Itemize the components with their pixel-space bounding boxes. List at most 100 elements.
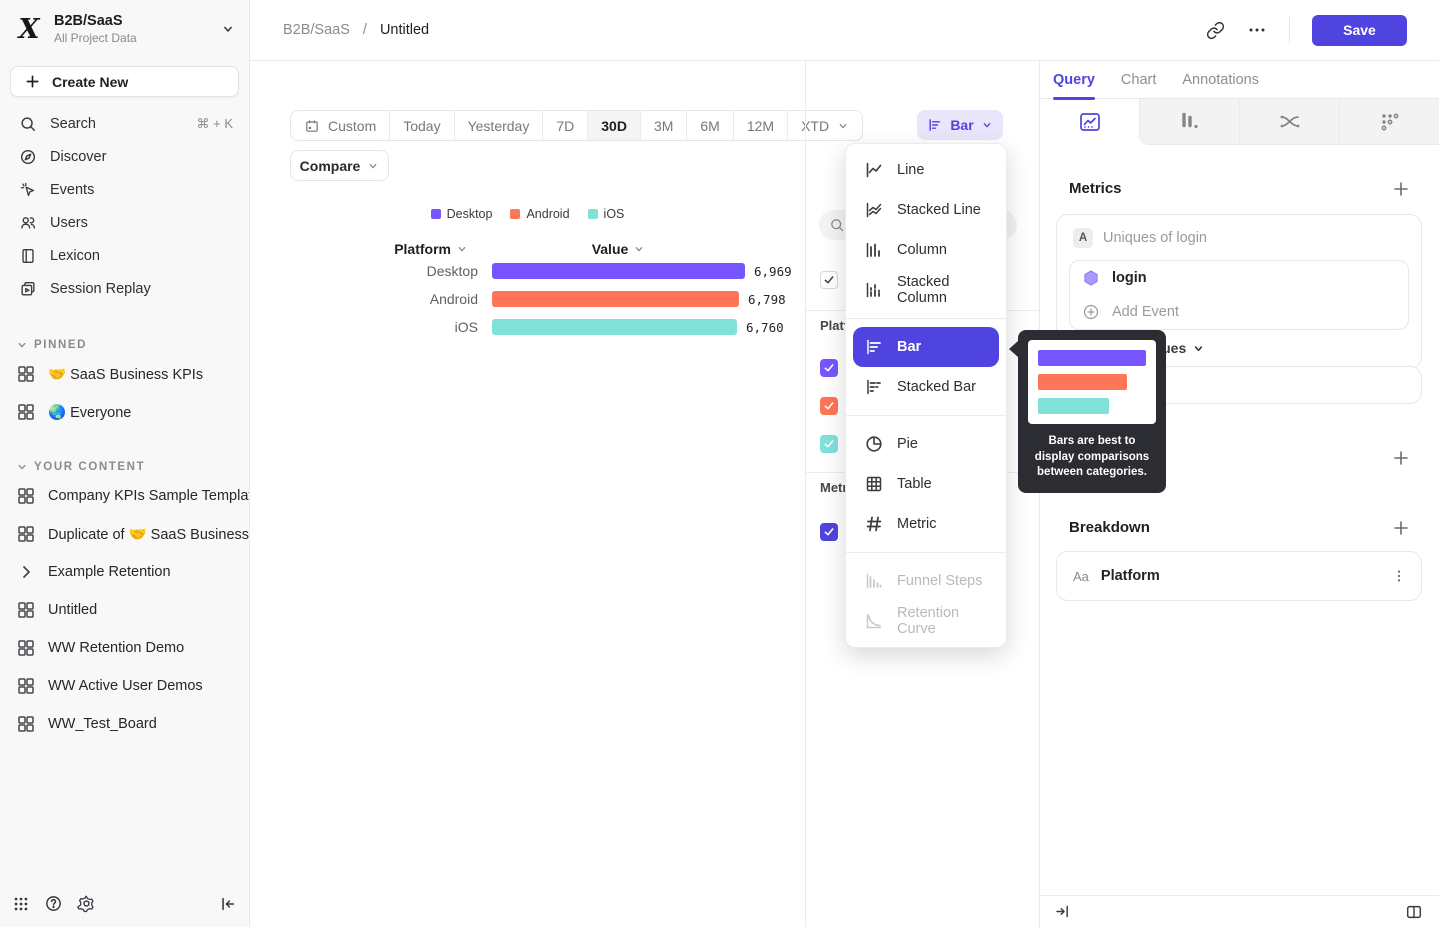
save-button[interactable]: Save: [1312, 14, 1407, 46]
date-range-xtd[interactable]: XTD: [788, 111, 862, 140]
add-breakdown-button[interactable]: [1393, 520, 1409, 536]
chevron-down-icon: [633, 243, 645, 255]
settings-gear-icon[interactable]: [77, 894, 96, 913]
board-icon: [16, 402, 36, 422]
menu-item-stacked-line[interactable]: Stacked Line: [846, 190, 1006, 230]
sidebar-item-search[interactable]: Search ⌘ + K: [0, 107, 249, 140]
sidebar-board-everyone[interactable]: 🌏 Everyone: [0, 393, 249, 431]
date-range-30d-selected[interactable]: 30D: [588, 111, 641, 140]
sidebar-item-label: Events: [50, 181, 95, 198]
breadcrumb-project[interactable]: B2B/SaaS: [283, 22, 350, 38]
date-range-6m[interactable]: 6M: [687, 111, 734, 140]
board-icon: [16, 714, 36, 734]
menu-item-metric[interactable]: Metric: [846, 504, 1006, 544]
sidebar-item-lexicon[interactable]: Lexicon: [0, 239, 249, 272]
report-type-tabs: [1040, 99, 1439, 145]
pinned-section-header[interactable]: PINNED: [0, 335, 249, 355]
series-checkbox-ios[interactable]: [820, 435, 838, 453]
report-tab-retention[interactable]: [1339, 99, 1439, 145]
kebab-menu-icon[interactable]: [1391, 568, 1407, 584]
sidebar-board-duplicate-saas[interactable]: Duplicate of 🤝 SaaS Business: [0, 515, 249, 553]
more-options-icon[interactable]: [1247, 20, 1267, 40]
report-tab-flows[interactable]: [1239, 99, 1339, 145]
date-range-12m[interactable]: 12M: [734, 111, 789, 140]
select-all-checkbox[interactable]: [820, 271, 838, 289]
chart-type-tooltip: Bars are best to display comparisons bet…: [1009, 330, 1166, 493]
metric-row[interactable]: A Uniques of login: [1057, 215, 1421, 256]
date-range-3m[interactable]: 3M: [641, 111, 688, 140]
date-range-yesterday[interactable]: Yesterday: [455, 111, 544, 140]
report-tab-funnels[interactable]: [1139, 99, 1239, 145]
menu-item-bar-selected[interactable]: Bar: [853, 327, 999, 367]
compare-button[interactable]: Compare: [290, 150, 389, 181]
breakdown-row-platform[interactable]: Aa Platform: [1057, 552, 1421, 600]
menu-item-funnel-steps: Funnel Steps: [846, 561, 1006, 601]
sidebar-board-untitled[interactable]: Untitled: [0, 591, 249, 629]
collapse-panel-icon[interactable]: [1054, 903, 1071, 920]
report-tab-insights[interactable]: [1040, 99, 1139, 145]
bar-ios[interactable]: [492, 319, 737, 335]
menu-item-column[interactable]: Column: [846, 230, 1006, 270]
add-event-row[interactable]: Add Event: [1070, 295, 1408, 329]
sidebar-item-users[interactable]: Users: [0, 206, 249, 239]
column-header-platform[interactable]: Platform: [250, 241, 478, 257]
date-range-7d[interactable]: 7D: [543, 111, 589, 140]
sidebar-board-ww-active-users[interactable]: WW Active User Demos: [0, 667, 249, 705]
help-icon[interactable]: [44, 894, 63, 913]
sidebar-board-company-kpis[interactable]: Company KPIs Sample Templat: [0, 477, 249, 515]
plus-circle-icon: [1082, 303, 1100, 321]
metrics-heading: Metrics: [1069, 180, 1122, 197]
sidebar-board-saas-kpis[interactable]: 🤝 SaaS Business KPIs: [0, 355, 249, 393]
metric-checkbox-a[interactable]: [820, 523, 838, 541]
add-filter-button[interactable]: [1393, 450, 1409, 466]
copy-link-icon[interactable]: [1206, 21, 1225, 40]
add-metric-button[interactable]: [1393, 181, 1409, 197]
menu-item-stacked-bar[interactable]: Stacked Bar: [846, 367, 1006, 407]
legend-item[interactable]: Android: [510, 207, 570, 221]
sidebar-folder-example-retention[interactable]: Example Retention: [0, 553, 249, 591]
tooltip-text: Bars are best to display comparisons bet…: [1034, 435, 1150, 479]
bar-android[interactable]: [492, 291, 739, 307]
chevron-down-icon: [367, 160, 379, 172]
breadcrumb-report-title[interactable]: Untitled: [379, 22, 430, 38]
sidebar-footer: [0, 880, 249, 927]
pie-chart-icon: [864, 434, 884, 454]
sidebar-item-discover[interactable]: Discover: [0, 140, 249, 173]
series-checkbox-android[interactable]: [820, 397, 838, 415]
stacked-column-chart-icon: [864, 280, 884, 300]
legend-item[interactable]: iOS: [587, 207, 624, 221]
chart-type-dropdown-button[interactable]: Bar: [917, 110, 1003, 140]
menu-item-line[interactable]: Line: [846, 150, 1006, 190]
tab-query[interactable]: Query: [1053, 61, 1095, 100]
workspace-switcher[interactable]: X B2B/SaaS All Project Data: [0, 0, 249, 54]
sidebar-board-ww-test-board[interactable]: WW_Test_Board: [0, 705, 249, 743]
create-new-button[interactable]: Create New: [10, 66, 239, 97]
bar-value: 6,760: [746, 319, 784, 335]
sidebar-item-session-replay[interactable]: Session Replay: [0, 272, 249, 305]
sidebar-item-events[interactable]: Events: [0, 173, 249, 206]
menu-item-pie[interactable]: Pie: [846, 424, 1006, 464]
board-label: WW Retention Demo: [48, 640, 185, 656]
event-row-login[interactable]: login: [1070, 261, 1408, 295]
menu-item-stacked-column[interactable]: Stacked Column: [846, 270, 1006, 310]
series-checkbox-desktop[interactable]: [820, 359, 838, 377]
tooltip-arrow: [1009, 341, 1018, 357]
column-header-value[interactable]: Value: [492, 241, 745, 257]
date-range-selector: Custom Today Yesterday 7D 30D 3M 6M 12M …: [290, 110, 864, 141]
menu-item-table[interactable]: Table: [846, 464, 1006, 504]
date-range-custom[interactable]: Custom: [291, 111, 391, 140]
date-range-today[interactable]: Today: [390, 111, 455, 140]
tab-annotations[interactable]: Annotations: [1182, 71, 1259, 88]
your-content-section-header[interactable]: YOUR CONTENT: [0, 457, 249, 477]
chevron-down-icon: [837, 120, 849, 132]
split-panel-icon[interactable]: [1405, 903, 1423, 921]
legend-item[interactable]: Desktop: [430, 207, 492, 221]
workspace-subtitle: All Project Data: [54, 31, 137, 45]
sidebar-board-ww-retention[interactable]: WW Retention Demo: [0, 629, 249, 667]
apps-grid-icon[interactable]: [12, 895, 30, 913]
divider: [1289, 17, 1290, 43]
menu-divider: [846, 318, 1006, 319]
tab-chart[interactable]: Chart: [1120, 71, 1157, 88]
collapse-sidebar-icon[interactable]: [219, 895, 237, 913]
bar-desktop[interactable]: [492, 263, 745, 279]
